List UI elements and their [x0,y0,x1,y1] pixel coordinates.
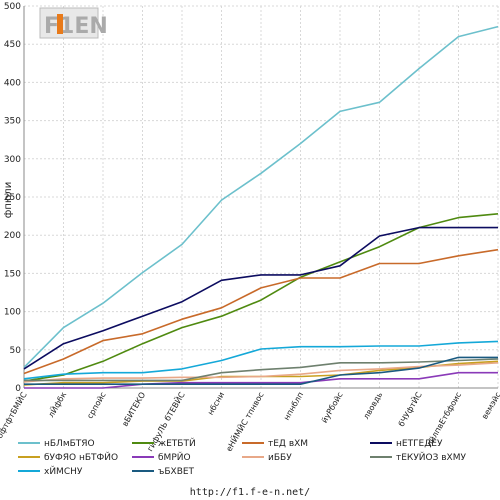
series-lines [23,25,499,389]
series-line [24,371,498,389]
series-line [23,340,499,380]
series-line [23,25,499,368]
y-tick-label: 0 [15,384,21,394]
series-line [24,358,499,382]
y-tick-label: 50 [10,346,22,356]
series-line [23,226,498,370]
logo-text: F1EN [44,14,108,39]
legend-label: иББУ [268,453,292,463]
legend-label: жЕТБТЙ [158,437,196,449]
y-tick-label: 350 [4,117,21,127]
y-tick-labels: 0 50 100 150 200 250 300 350 400 450 500 [4,2,21,394]
y-tick-label: 200 [4,231,21,241]
y-tick-label: 100 [4,308,21,318]
logo-accent [57,14,63,34]
f1en-logo: F1EN [39,7,108,39]
y-tick-label: 150 [4,269,21,279]
y-tick-label: 450 [4,40,21,50]
legend-label: ъБХВЕТ [158,467,195,477]
y-axis-label: фпюли [3,182,14,218]
legend: нБЛмБТЯО жЕТБТЙ тЕД вХМ нЕТГЕДЕУ бУФЯО нБТФЙ… [18,437,466,477]
series-line [23,248,499,375]
legend-label: нЕТГЕДЕУ [396,439,443,449]
series-line [23,362,499,383]
y-tick-label: 300 [4,155,21,165]
y-tick-label: 500 [4,2,21,12]
y-tick-label: 400 [4,78,21,88]
legend-label: тЕКУЙОЗ вХМУ [396,451,466,463]
legend-label: бМРЙО [158,451,191,463]
legend-label: хЙМСНУ [44,465,83,477]
legend-label: тЕД вХМ [268,439,308,449]
y-tick-label: 250 [4,193,21,203]
legend-label: бУФЯО нБТФЙО [44,451,118,463]
legend-label: нБЛмБТЯО [44,439,95,449]
series-line [24,356,498,386]
footer-url: http://f1.f-e-n.net/ [190,487,310,498]
